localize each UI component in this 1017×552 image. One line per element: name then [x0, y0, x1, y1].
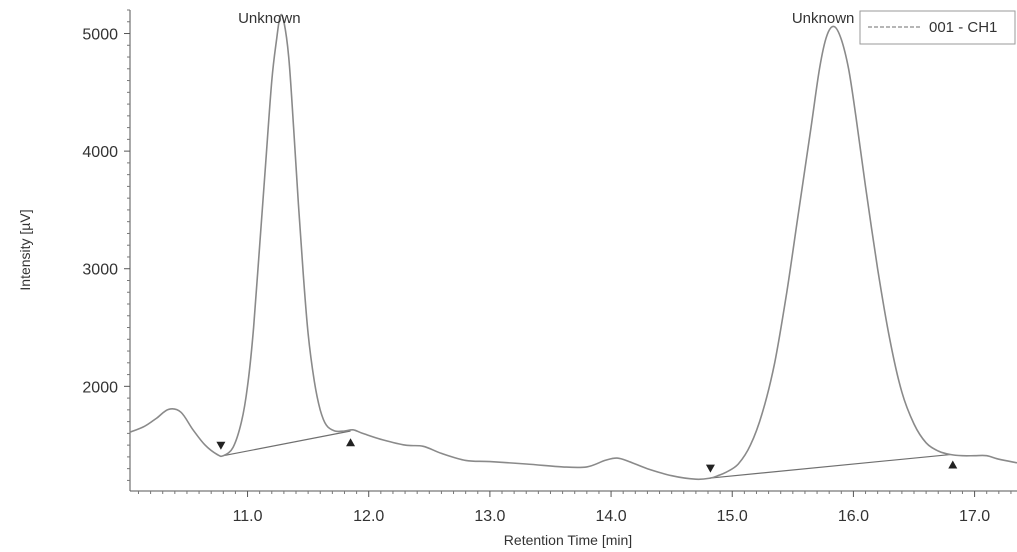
- legend-box: [859, 10, 1016, 45]
- axis-ticks: 11.0 12.0 13.0 14.0 15.0 16.0 17.0 2000 3000 4000…: [82, 9, 1012, 525]
- peak-baseline: [223, 430, 351, 457]
- peak-end-marker: [346, 438, 356, 447]
- x-tick-label: 16.0: [838, 508, 869, 525]
- y-tick-label: 2000: [82, 379, 118, 396]
- peak-start-marker: [216, 441, 226, 450]
- x-tick-label: 11.0: [233, 508, 263, 525]
- axes: [129, 10, 1017, 492]
- y-axis-title: Intensity [µV]: [17, 209, 33, 290]
- peak-end-marker: [948, 460, 958, 469]
- series-line: [129, 13, 1017, 481]
- peak-markers: [216, 438, 958, 473]
- legend: 001 - CH1: [859, 10, 1016, 45]
- peak-baseline: [710, 453, 951, 479]
- series-layer: [129, 13, 1017, 481]
- peak-annotations: Unknown Unknown: [238, 10, 854, 27]
- y-tick-label: 4000: [82, 144, 118, 161]
- x-tick-label: 17.0: [959, 508, 990, 525]
- x-tick-label: 13.0: [474, 508, 505, 525]
- peak-label: Unknown: [792, 10, 855, 27]
- y-tick-label: 3000: [82, 262, 118, 279]
- x-tick-label: 15.0: [717, 508, 748, 525]
- x-tick-label: 12.0: [353, 508, 384, 525]
- x-axis-title: Retention Time [min]: [504, 532, 632, 548]
- peak-start-marker: [705, 464, 715, 473]
- peak-label: Unknown: [238, 10, 301, 27]
- x-tick-label: 14.0: [595, 508, 626, 525]
- y-tick-label: 5000: [82, 27, 118, 44]
- legend-label: 001 - CH1: [929, 19, 997, 36]
- peak-baselines: [223, 430, 951, 479]
